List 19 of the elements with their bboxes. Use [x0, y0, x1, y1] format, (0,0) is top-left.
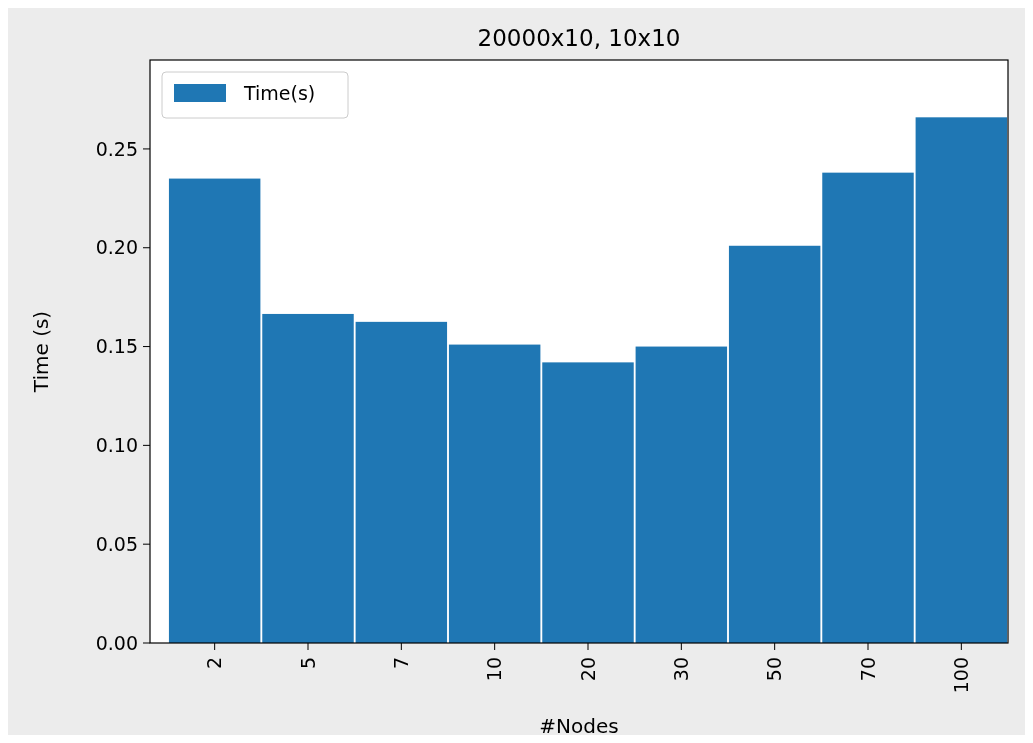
x-tick-label: 7 [389, 657, 412, 670]
x-axis-title: #Nodes [539, 714, 619, 738]
y-axis-title: Time (s) [29, 310, 53, 394]
x-tick-label: 5 [296, 657, 319, 670]
y-tick-label: 0.00 [95, 631, 138, 654]
y-tick-label: 0.25 [95, 137, 138, 160]
legend-label: Time(s) [243, 81, 316, 104]
y-tick-label: 0.10 [95, 434, 138, 457]
x-tick-label: 10 [483, 657, 506, 682]
y-tick-label: 0.05 [95, 532, 138, 555]
x-tick-label: 30 [669, 657, 692, 682]
x-tick-label: 70 [856, 657, 879, 682]
x-tick-label: 100 [949, 657, 972, 694]
chart-title: 20000x10, 10x10 [477, 25, 681, 51]
x-tick-label: 2 [203, 657, 226, 670]
y-tick-label: 0.15 [95, 335, 138, 358]
x-tick-label: 50 [763, 657, 786, 682]
x-tick-label: 20 [576, 657, 599, 682]
y-tick-label: 0.20 [95, 236, 138, 259]
